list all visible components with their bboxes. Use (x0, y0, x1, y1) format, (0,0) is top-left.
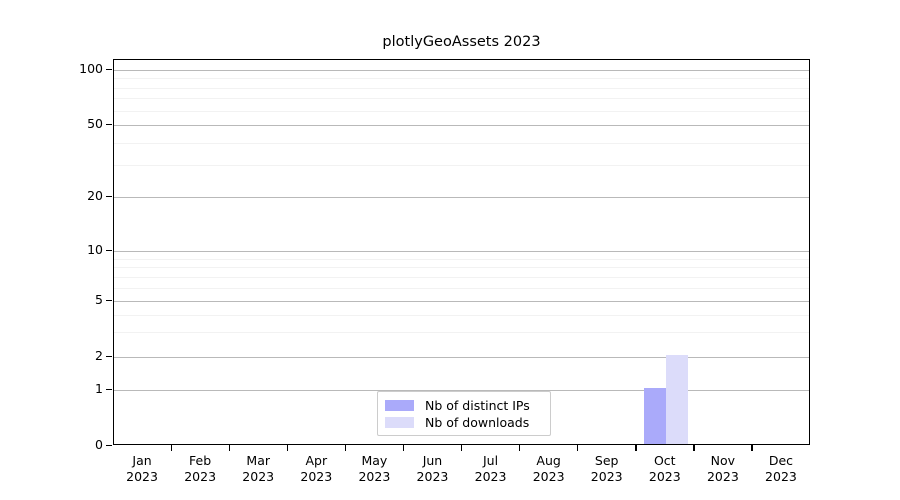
x-tick-month: Oct (653, 453, 676, 468)
x-tick-label: May 2023 (334, 453, 414, 485)
gridline-major (114, 70, 809, 71)
x-tick-month: May (361, 453, 388, 468)
x-tick-mark (519, 445, 521, 451)
y-tick-label: 1 (95, 381, 103, 396)
legend-swatch-icon (385, 400, 414, 411)
legend-item[interactable]: Nb of downloads (385, 414, 543, 431)
gridline-minor (114, 87, 809, 89)
gridline-minor (114, 110, 809, 112)
x-tick-label: Mar 2023 (218, 453, 298, 485)
x-tick-mark (635, 445, 637, 451)
x-tick-mark (461, 445, 463, 451)
x-tick-month: Apr (305, 453, 328, 468)
y-tick-label: 20 (87, 188, 103, 203)
x-tick-year: 2023 (416, 469, 449, 484)
x-tick-label: Jun 2023 (392, 453, 472, 485)
y-tick-label: 2 (95, 348, 103, 363)
x-tick-month: Feb (189, 453, 212, 468)
x-tick-year: 2023 (590, 469, 623, 484)
gridline-minor (114, 267, 809, 269)
legend[interactable]: Nb of distinct IPs Nb of downloads (377, 391, 551, 436)
x-tick-label: Nov 2023 (683, 453, 763, 485)
x-tick-month: Jan (132, 453, 152, 468)
y-tick-label: 50 (87, 116, 103, 131)
y-axis: 0 1 2 5 10 20 50 100 (0, 0, 103, 500)
x-tick-mark (751, 445, 753, 451)
bar[interactable] (644, 388, 666, 444)
x-tick-label: Feb 2023 (160, 453, 240, 485)
x-tick-year: 2023 (242, 469, 275, 484)
gridline-minor (114, 142, 809, 144)
x-tick-year: 2023 (765, 469, 797, 484)
x-tick-year: 2023 (126, 469, 158, 484)
gridline-major (114, 125, 809, 126)
x-tick-year: 2023 (648, 469, 681, 484)
chart-title: plotlyGeoAssets 2023 (382, 34, 541, 50)
gridline-minor (114, 287, 809, 289)
y-tick-mark (106, 123, 112, 125)
gridlines (114, 60, 809, 444)
x-tick-mark (170, 445, 172, 451)
y-tick-mark (106, 444, 112, 446)
x-tick-label: Oct 2023 (625, 453, 705, 485)
y-tick-mark (106, 195, 112, 197)
gridline-major (114, 357, 809, 358)
y-tick-mark (106, 388, 112, 390)
y-tick-label: 10 (87, 242, 103, 257)
x-tick-year: 2023 (300, 469, 333, 484)
gridline-minor (114, 332, 809, 334)
gridline-major (114, 390, 809, 391)
gridline-minor (114, 98, 809, 100)
legend-swatch-icon (385, 417, 414, 428)
gridline-minor (114, 314, 809, 316)
x-tick-mark (693, 445, 695, 451)
x-tick-label: Apr 2023 (276, 453, 356, 485)
x-tick-month: Jul (482, 453, 499, 468)
x-tick-label: Jan 2023 (102, 453, 182, 485)
bar[interactable] (665, 355, 688, 444)
x-tick-month: Aug (536, 453, 561, 468)
y-tick-label: 5 (95, 292, 103, 307)
x-tick-mark (344, 445, 347, 451)
y-tick-mark (106, 355, 112, 357)
y-tick-mark (106, 68, 112, 70)
x-tick-mark (402, 445, 405, 451)
x-tick-year: 2023 (706, 469, 739, 484)
x-tick-label: Dec 2023 (741, 453, 821, 485)
x-tick-month: Sep (594, 453, 619, 468)
gridline-minor (114, 165, 809, 167)
x-tick-label: Jul 2023 (451, 453, 531, 485)
gridline-major (114, 301, 809, 302)
bars-layer (114, 60, 809, 444)
x-tick-month: Nov (710, 453, 736, 468)
legend-item[interactable]: Nb of distinct IPs (385, 397, 543, 414)
y-tick-label: 100 (79, 61, 103, 76)
gridline-major (114, 251, 809, 252)
x-tick-year: 2023 (532, 469, 565, 484)
y-tick-label: 0 (95, 437, 103, 452)
gridline-minor (114, 258, 809, 260)
x-tick-year: 2023 (358, 469, 391, 484)
x-tick-month: Jun (422, 453, 443, 468)
x-tick-label: Sep 2023 (567, 453, 647, 485)
x-tick-month: Mar (246, 453, 270, 468)
legend-label: Nb of distinct IPs (425, 398, 530, 413)
plot-area (113, 59, 810, 445)
y-tick-mark (106, 249, 112, 251)
x-tick-year: 2023 (474, 469, 507, 484)
x-tick-month: Dec (768, 453, 794, 468)
y-tick-mark (106, 299, 112, 301)
gridline-minor (114, 78, 809, 80)
x-tick-year: 2023 (184, 469, 217, 484)
gridline-minor (114, 276, 809, 278)
x-tick-mark (286, 445, 289, 451)
x-tick-label: Aug 2023 (509, 453, 589, 485)
legend-label: Nb of downloads (425, 415, 530, 430)
gridline-major (114, 197, 809, 198)
x-tick-mark (228, 445, 230, 451)
x-tick-mark (577, 445, 579, 451)
